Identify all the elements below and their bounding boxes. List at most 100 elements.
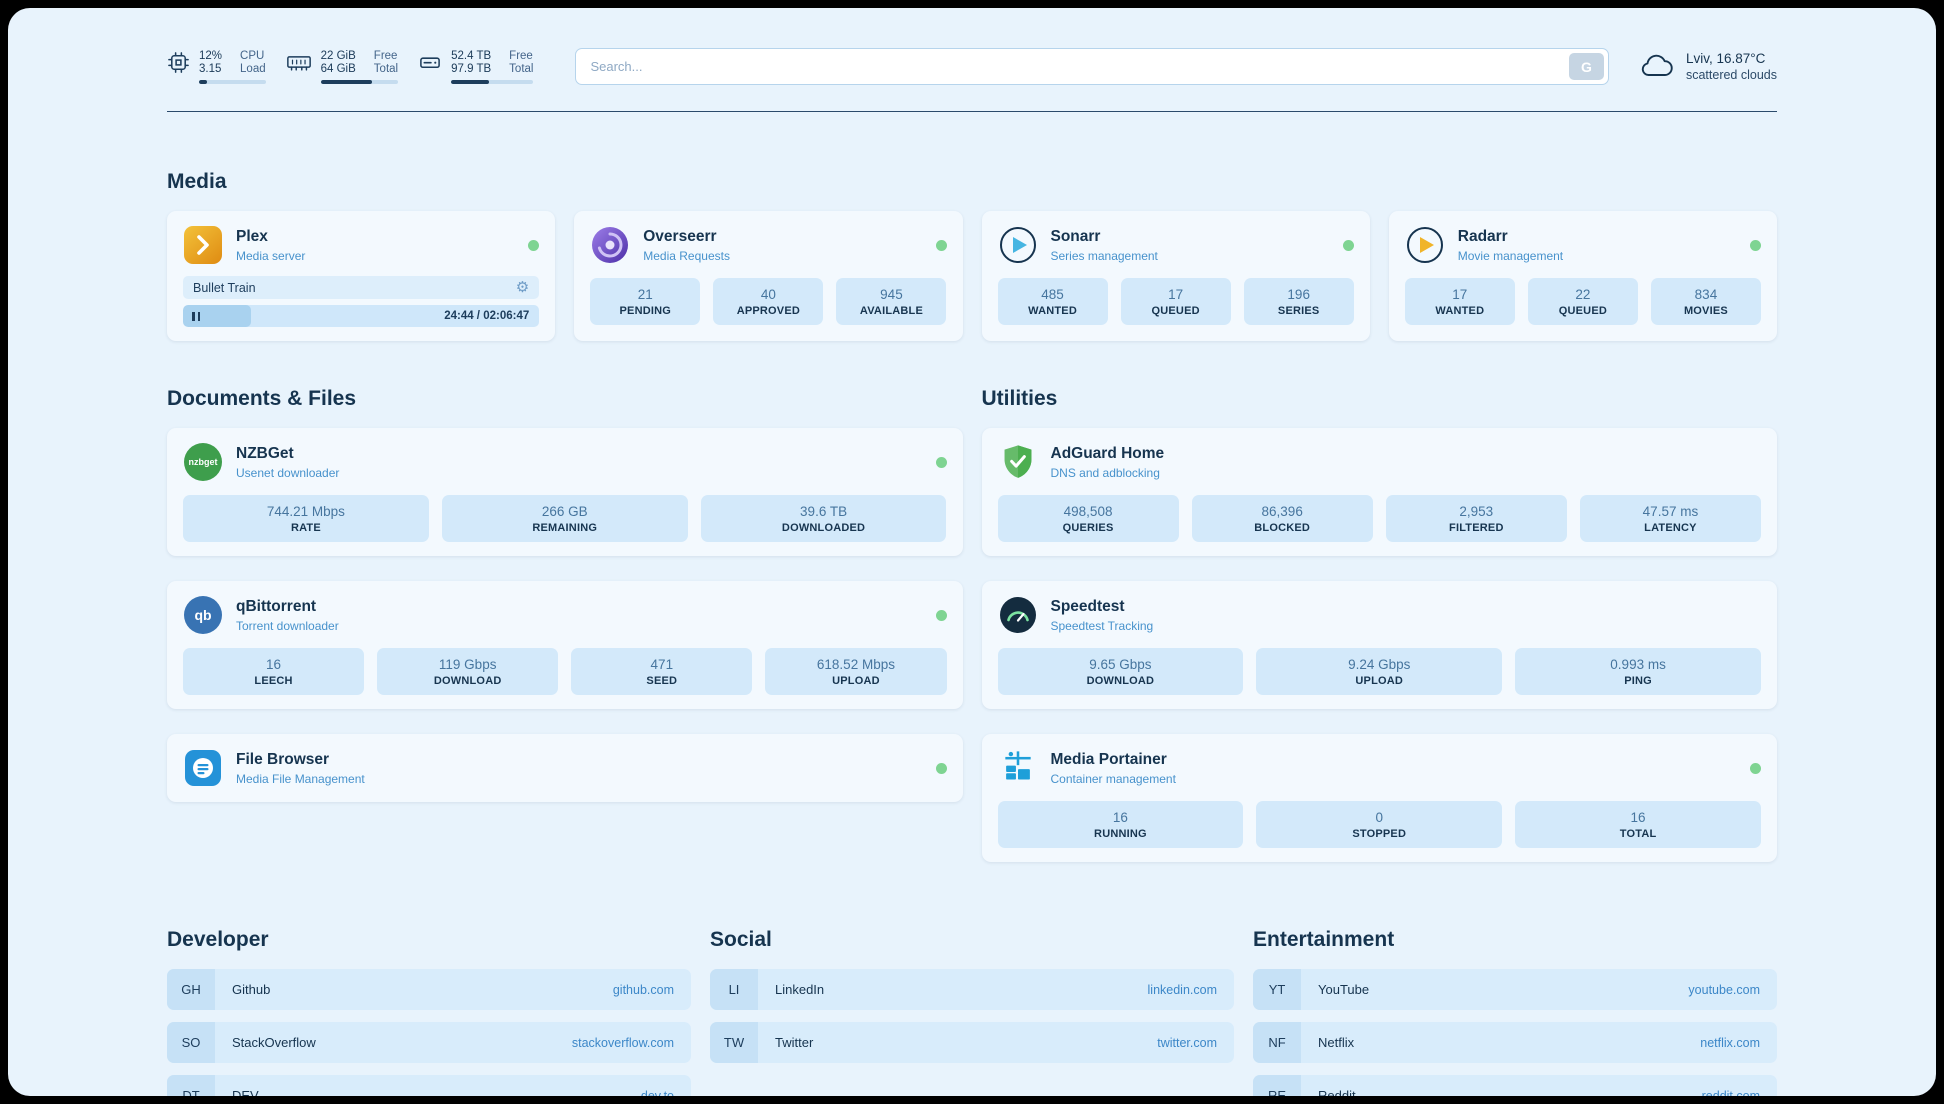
service-title: AdGuard Home [1050,444,1165,462]
entertainment-heading: Entertainment [1253,928,1395,951]
bookmark-dev[interactable]: DT DEV dev.to [167,1075,691,1096]
sonarr-text: Sonarr Series management [1051,228,1158,263]
disk-label-2: Total [509,62,534,75]
stat-tile: 9.65 Gbps DOWNLOAD [997,648,1244,695]
stat-label: APPROVED [736,305,801,317]
service-subtitle: Media File Management [236,771,365,786]
cpu-stats: 12% CPU 3.15 Load [199,50,266,84]
utilities-heading: Utilities [981,387,1058,410]
stat-value: 2,953 [1459,504,1494,519]
bookmark-abbr: YT [1253,969,1301,1010]
search-input[interactable] [575,48,1609,85]
bookmark-twitter[interactable]: TW Twitter twitter.com [710,1022,1234,1063]
service-title: File Browser [236,750,330,768]
stat-label: WANTED [1028,305,1077,317]
radarr-icon [1405,225,1445,265]
radarr-text: Radarr Movie management [1458,228,1563,263]
service-card-plex[interactable]: Plex Media server Bullet Train ⚙ [167,211,556,341]
bookmark-stackoverflow[interactable]: SO StackOverflow stackoverflow.com [167,1022,691,1063]
stat-tile: 17 WANTED [1404,278,1515,325]
stat-label: AVAILABLE [859,305,923,317]
stat-label: QUERIES [1062,522,1114,534]
bookmark-abbr: NF [1253,1022,1301,1063]
service-card-portainer[interactable]: Media Portainer Container management 16 … [981,734,1777,862]
cpu-icon [167,51,190,74]
sonarr-stats: 485 WANTED 17 QUEUED 196 SERIES [997,278,1354,325]
stat-label: MOVIES [1683,305,1728,317]
bookmark-abbr: RE [1253,1075,1301,1096]
weather-widget: Lviv, 16.87°C scattered clouds [1639,51,1777,82]
status-dot [1342,239,1354,251]
developer-heading: Developer [167,928,269,951]
bookmark-abbr: DT [167,1075,215,1096]
bookmarks-developer: Developer GH Github github.com SO StackO… [167,928,691,1096]
stat-tile: 498,508 QUERIES [997,495,1179,542]
status-dot [935,239,947,251]
cpu-usage-bar [199,79,266,84]
memory-stats: 22 GiB Free 64 GiB Total [320,50,399,84]
stat-tile: 39.6 TB DOWNLOADED [700,495,947,542]
stat-tile: 471 SEED [571,648,753,695]
stat-value: 16 [1630,810,1646,825]
service-card-nzbget[interactable]: nzbget NZBGet Usenet downloader 744.21 M… [167,428,963,556]
media-cards: Plex Media server Bullet Train ⚙ [167,211,1777,341]
bookmark-url: linkedin.com [1147,982,1217,997]
memory-usage-bar [320,79,399,84]
stat-label: FILTERED [1449,522,1504,534]
bookmark-name: Netflix [1318,1035,1355,1050]
stat-label: WANTED [1435,305,1485,317]
status-dot [935,609,947,621]
service-title: Radarr [1457,227,1508,245]
filebrowser-header: File Browser Media File Management [183,748,947,788]
service-card-overseerr[interactable]: Overseerr Media Requests 21 PENDING 40 A… [574,211,963,341]
stat-value: 744.21 Mbps [266,504,345,519]
search-provider-button[interactable]: G [1568,53,1604,80]
bookmark-netflix[interactable]: NF Netflix netflix.com [1253,1022,1777,1063]
bookmark-abbr: GH [167,969,215,1010]
nzbget-header: nzbget NZBGet Usenet downloader [183,442,947,482]
stat-label: PING [1624,675,1652,687]
stat-label: PENDING [619,305,672,317]
cpu-label-2: Load [240,62,266,75]
documents-heading: Documents & Files [167,387,357,410]
bookmark-reddit[interactable]: RE Reddit reddit.com [1253,1075,1777,1096]
disk-free-value: 52.4 TB [451,49,492,62]
gear-icon[interactable]: ⚙ [515,279,530,296]
service-card-sonarr[interactable]: Sonarr Series management 485 WANTED 17 Q… [981,211,1370,341]
portainer-header: Media Portainer Container management [998,748,1761,788]
service-card-qbittorrent[interactable]: qb qBittorrent Torrent downloader 16 LEE… [167,581,963,709]
service-subtitle: Speedtest Tracking [1050,618,1154,633]
overseerr-text: Overseerr Media Requests [643,228,730,263]
bookmark-url: reddit.com [1701,1088,1760,1097]
service-card-radarr[interactable]: Radarr Movie management 17 WANTED 22 QUE… [1388,211,1777,341]
stat-value: 485 [1041,287,1064,302]
stat-value: 17 [1452,287,1468,302]
qbittorrent-stats: 16 LEECH 119 Gbps DOWNLOAD 471 SEED 61 [183,648,947,695]
service-card-speedtest[interactable]: Speedtest Speedtest Tracking 9.65 Gbps D… [981,581,1777,709]
speedtest-text: Speedtest Speedtest Tracking [1051,598,1154,633]
bookmark-github[interactable]: GH Github github.com [167,969,691,1010]
service-card-filebrowser[interactable]: File Browser Media File Management [167,734,963,802]
status-dot [1750,239,1761,251]
speedtest-icon [998,595,1038,635]
stat-value: 0.993 ms [1610,657,1666,672]
stat-tile: 16 TOTAL [1515,801,1761,848]
stat-label: UPLOAD [832,675,880,687]
social-heading: Social [710,928,772,951]
top-bar: 12% CPU 3.15 Load [167,8,1777,85]
service-title: NZBGet [236,444,294,462]
plex-playback-time: 24:44 / 02:06:47 [444,310,530,322]
service-card-adguard[interactable]: AdGuard Home DNS and adblocking 498,508 … [981,428,1777,556]
bookmarks-entertainment: Entertainment YT YouTube youtube.com NF … [1253,928,1777,1096]
stat-tile: 47.57 ms LATENCY [1579,495,1761,542]
stat-tile: 40 APPROVED [713,278,824,325]
portainer-icon [998,748,1038,788]
bookmark-linkedin[interactable]: LI LinkedIn linkedin.com [710,969,1234,1010]
overseerr-stats: 21 PENDING 40 APPROVED 945 AVAILABLE [590,278,947,325]
service-title: Overseerr [643,227,717,245]
bookmark-youtube[interactable]: YT YouTube youtube.com [1253,969,1777,1010]
stat-value: 471 [650,657,674,672]
stat-label: SEED [646,675,678,687]
bookmark-url: stackoverflow.com [571,1035,674,1050]
radarr-header: Radarr Movie management [1405,225,1761,265]
